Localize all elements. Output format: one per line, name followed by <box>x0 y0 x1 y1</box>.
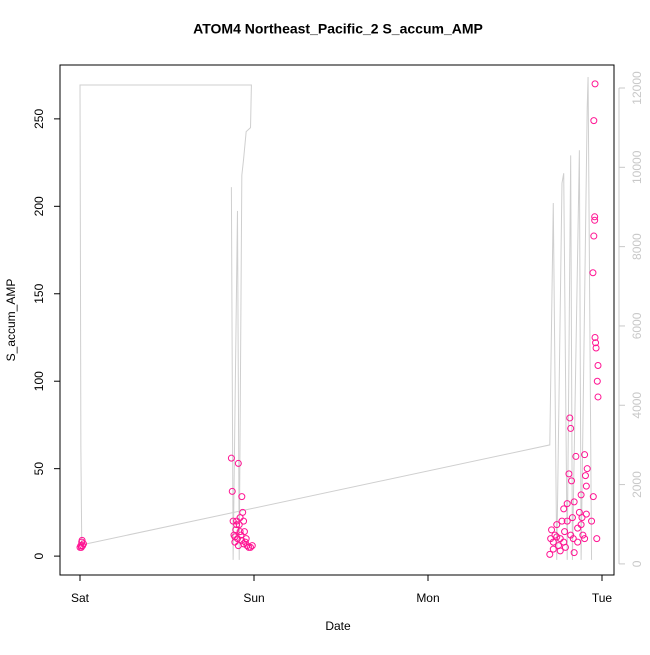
data-point <box>558 517 566 525</box>
data-point <box>239 508 247 516</box>
data-point <box>227 454 235 462</box>
data-point <box>591 333 599 341</box>
x-tick-label: Sat <box>71 591 90 605</box>
data-point <box>228 487 236 495</box>
data-point <box>237 531 245 539</box>
data-point <box>567 424 575 432</box>
data-point <box>556 547 564 555</box>
data-point <box>583 465 591 473</box>
data-point <box>236 528 244 536</box>
data-point <box>570 498 578 506</box>
data-line <box>79 77 593 560</box>
data-point <box>577 491 585 499</box>
x-tick-label: Tue <box>592 591 613 605</box>
data-point <box>563 500 571 508</box>
data-point <box>78 536 86 544</box>
data-point <box>582 482 590 490</box>
data-point <box>594 361 602 369</box>
data-point <box>590 117 598 125</box>
y-tick-label: 0 <box>32 552 46 559</box>
data-point <box>568 514 576 522</box>
data-point <box>574 538 582 546</box>
chart-title: ATOM4 Northeast_Pacific_2 S_accum_AMP <box>193 21 483 37</box>
data-point <box>546 550 554 558</box>
data-point <box>588 517 596 525</box>
data-point <box>578 514 586 522</box>
data-point <box>568 477 576 485</box>
data-point <box>589 269 597 277</box>
x-tick-label: Mon <box>416 591 439 605</box>
data-point <box>553 533 561 541</box>
data-point <box>582 510 590 518</box>
data-point <box>591 80 599 88</box>
y-tick-label: 100 <box>32 371 46 391</box>
data-point <box>577 521 585 529</box>
plot-box <box>59 64 615 576</box>
data-point <box>241 538 249 546</box>
data-point <box>235 521 243 529</box>
y2-tick-label: 12000 <box>630 71 644 105</box>
data-point <box>581 535 589 543</box>
data-point <box>560 538 568 546</box>
data-point <box>592 339 600 347</box>
data-point <box>553 521 561 529</box>
data-point <box>574 524 582 532</box>
data-point <box>561 528 569 536</box>
data-point <box>560 505 568 513</box>
y2-tick-label: 0 <box>630 560 644 567</box>
data-point <box>581 472 589 480</box>
data-point <box>233 521 241 529</box>
data-point <box>591 213 599 221</box>
data-point <box>238 493 246 501</box>
data-point <box>549 538 557 546</box>
data-point <box>240 528 248 536</box>
y2-tick-label: 4000 <box>630 392 644 419</box>
data-point <box>593 377 601 385</box>
data-point <box>240 517 248 525</box>
data-point <box>565 470 573 478</box>
data-point <box>567 531 575 539</box>
data-point <box>238 536 246 544</box>
y2-tick-label: 10000 <box>630 150 644 184</box>
data-point <box>581 451 589 459</box>
data-point <box>79 540 87 548</box>
data-point <box>77 543 85 551</box>
y-axis-label: S_accum_AMP <box>4 279 18 362</box>
data-point <box>232 526 240 534</box>
data-point <box>594 393 602 401</box>
y-tick-label: 50 <box>32 462 46 476</box>
data-point <box>229 517 237 525</box>
data-point <box>593 535 601 543</box>
x-tick-label: Sun <box>243 591 264 605</box>
data-point <box>570 549 578 557</box>
data-point <box>589 493 597 501</box>
data-point <box>231 533 239 541</box>
y-tick-label: 250 <box>32 109 46 129</box>
data-point <box>590 232 598 240</box>
data-point <box>579 531 587 539</box>
y2-tick-label: 8000 <box>630 233 644 260</box>
y-tick-label: 200 <box>32 196 46 216</box>
y-tick-label: 150 <box>32 283 46 303</box>
data-point <box>248 542 256 550</box>
y2-tick-label: 6000 <box>630 312 644 339</box>
data-point <box>572 452 580 460</box>
y2-tick-label: 2000 <box>630 471 644 498</box>
data-point <box>243 542 251 550</box>
data-point <box>234 459 242 467</box>
data-point <box>591 216 599 224</box>
data-point <box>566 414 574 422</box>
data-point <box>549 545 557 553</box>
data-point <box>247 543 255 551</box>
data-point <box>548 526 556 534</box>
x-axis-label: Date <box>325 619 351 633</box>
data-point <box>592 344 600 352</box>
data-point <box>556 535 564 543</box>
data-point <box>234 542 242 550</box>
data-point <box>563 517 571 525</box>
data-point <box>551 531 559 539</box>
